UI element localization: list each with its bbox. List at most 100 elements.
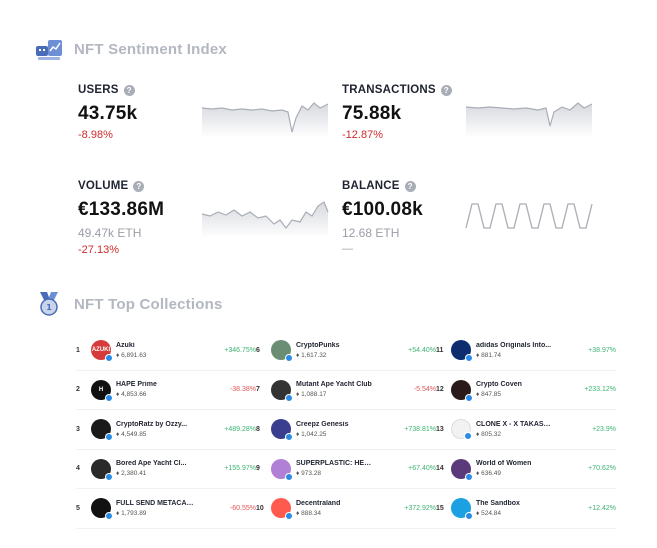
collection-rank: 10 [256, 504, 264, 512]
collection-row[interactable]: 3 CryptoRatz by Ozzy... ♦ 4,549.85 +489.28% [76, 410, 256, 450]
collection-avatar[interactable] [451, 498, 473, 521]
collection-avatar[interactable] [271, 458, 293, 481]
collection-eth-volume: ♦ 1,042.25 [296, 430, 327, 438]
collection-eth-volume: ♦ 1,088.17 [296, 391, 327, 399]
metric-volume: VOLUME ? €133.86M 49.47k ETH -27.13% [78, 180, 333, 270]
metric-value: €100.08k [342, 199, 423, 220]
collection-name[interactable]: Decentraland [296, 499, 341, 507]
collection-row[interactable]: 9 SUPERPLASTIC: HEAD... ♦ 973.28 +67.40% [256, 450, 436, 489]
verified-check-icon [465, 354, 473, 363]
collection-info: Crypto Coven ♦ 847.85 [476, 381, 572, 398]
collection-row[interactable]: 12 Crypto Coven ♦ 847.85 +233.12% [436, 371, 616, 410]
collection-name[interactable]: Bored Ape Yacht Cl... [116, 460, 187, 468]
sentiment-header: NFT Sentiment Index [34, 36, 227, 62]
collection-avatar[interactable] [451, 419, 472, 441]
collections-column-2: 6 CryptoPunks ♦ 1,617.32 +54.40% 7 Mutant Ape… [256, 331, 436, 529]
medal-icon: 1 [40, 292, 58, 316]
collections-title: NFT Top Collections [74, 295, 223, 313]
help-icon[interactable]: ? [440, 84, 452, 96]
collection-change: +346.75% [224, 346, 256, 354]
collection-rank: 6 [256, 346, 260, 354]
collection-name[interactable]: CryptoPunks [296, 341, 340, 349]
collection-rank: 11 [436, 346, 444, 354]
collection-avatar[interactable] [91, 458, 113, 481]
collection-rank: 7 [256, 386, 260, 394]
help-icon[interactable]: ? [133, 180, 145, 192]
collection-rank: 2 [76, 386, 80, 394]
verified-check-icon [465, 512, 473, 521]
collection-name[interactable]: SUPERPLASTIC: HEAD... [296, 460, 374, 468]
help-icon[interactable]: ? [404, 180, 416, 192]
collection-name[interactable]: CryptoRatz by Ozzy... [116, 420, 188, 428]
metric-value: 43.75k [78, 103, 138, 124]
collection-eth-volume: ♦ 1,793.89 [116, 509, 147, 517]
metric-label: BALANCE [342, 180, 400, 192]
collection-name[interactable]: World of Women [476, 460, 532, 468]
collection-change: +23.9% [592, 425, 616, 433]
sentiment-title: NFT Sentiment Index [74, 40, 227, 58]
collection-row[interactable]: 15 The Sandbox ♦ 524.84 +12.42% [436, 489, 616, 529]
verified-check-icon [105, 512, 113, 521]
collection-row[interactable]: 2 H HAPE Prime ♦ 4,853.66 -38.38% [76, 371, 256, 410]
collection-avatar[interactable] [271, 379, 293, 402]
collection-row[interactable]: 5 FULL SEND METACAR... ♦ 1,793.89 -60.55% [76, 489, 256, 529]
transactions-sparkline [465, 102, 593, 138]
collection-name[interactable]: CLONE X - X TAKASHI ... [476, 420, 554, 428]
collection-name[interactable]: adidas Originals Into... [476, 341, 552, 349]
collection-row[interactable]: 6 CryptoPunks ♦ 1,617.32 +54.40% [256, 331, 436, 371]
collection-eth-volume: ♦ 4,549.85 [116, 430, 147, 438]
collection-avatar[interactable] [451, 458, 473, 481]
metric-label: USERS [78, 84, 119, 96]
collection-info: adidas Originals Into... ♦ 881.74 [476, 342, 572, 359]
metric-change: -12.87% [342, 129, 383, 141]
collection-info: CryptoPunks ♦ 1,617.32 [296, 342, 392, 359]
collection-name[interactable]: Mutant Ape Yacht Club [296, 381, 372, 389]
collection-info: World of Women ♦ 636.49 [476, 460, 572, 477]
collection-row[interactable]: 11 adidas Originals Into... ♦ 881.74 +38.97… [436, 331, 616, 371]
collection-row[interactable]: 7 Mutant Ape Yacht Club ♦ 1,088.17 -5.54% [256, 371, 436, 410]
collection-avatar[interactable]: AZUKI [91, 340, 113, 363]
collection-change: +12.42% [588, 504, 616, 512]
collection-name[interactable]: Crypto Coven [476, 381, 522, 389]
collection-name[interactable]: HAPE Prime [116, 381, 157, 389]
collection-eth-volume: ♦ 1,617.32 [296, 351, 327, 359]
metric-sub-value: 12.68 ETH [342, 226, 400, 240]
robot-chart-icon [36, 40, 62, 60]
collection-eth-volume: ♦ 847.85 [476, 391, 502, 399]
collection-change: +67.40% [408, 465, 436, 473]
metric-users-label-row: USERS ? [78, 84, 333, 96]
volume-sparkline [201, 201, 329, 238]
collection-name[interactable]: The Sandbox [476, 499, 520, 507]
collection-rank: 15 [436, 504, 444, 512]
verified-check-icon [105, 393, 113, 402]
collection-eth-volume: ♦ 881.74 [476, 351, 502, 359]
collection-avatar[interactable] [271, 340, 293, 363]
collection-row[interactable]: 1 AZUKI Azuki ♦ 6,891.63 +346.75% [76, 331, 256, 371]
collection-avatar[interactable] [451, 340, 473, 363]
collection-avatar[interactable] [271, 419, 293, 442]
metric-balance: BALANCE ? €100.08k 12.68 ETH — [342, 180, 597, 270]
collection-row[interactable]: 4 Bored Ape Yacht Cl... ♦ 2,380.41 +155.97% [76, 450, 256, 489]
collection-row[interactable]: 8 Creepz Genesis ♦ 1,042.25 +738.81% [256, 410, 436, 450]
metric-value: 75.88k [342, 103, 402, 124]
collection-row[interactable]: 13 CLONE X - X TAKASHI ... ♦ 805.32 +23.9% [436, 410, 616, 450]
collection-avatar[interactable] [91, 419, 113, 442]
collection-row[interactable]: 10 Decentraland ♦ 888.34 +372.92% [256, 489, 436, 529]
collection-name[interactable]: Azuki [116, 341, 135, 349]
collection-avatar[interactable] [451, 379, 473, 402]
verified-check-icon [285, 512, 293, 521]
help-icon[interactable]: ? [123, 84, 135, 96]
collection-avatar[interactable]: H [91, 379, 113, 402]
collection-info: FULL SEND METACAR... ♦ 1,793.89 [116, 500, 212, 517]
collection-avatar[interactable] [91, 498, 113, 521]
collection-avatar[interactable] [271, 498, 293, 521]
collection-rank: 14 [436, 465, 444, 473]
verified-check-icon [285, 393, 293, 402]
collection-name[interactable]: Creepz Genesis [296, 420, 349, 428]
avatar-text: H [98, 386, 104, 393]
collection-name[interactable]: FULL SEND METACAR... [116, 499, 194, 507]
metric-balance-label-row: BALANCE ? [342, 180, 597, 192]
collection-row[interactable]: 14 World of Women ♦ 636.49 +70.62% [436, 450, 616, 489]
collection-info: Creepz Genesis ♦ 1,042.25 [296, 421, 392, 438]
collection-rank: 4 [76, 465, 80, 473]
